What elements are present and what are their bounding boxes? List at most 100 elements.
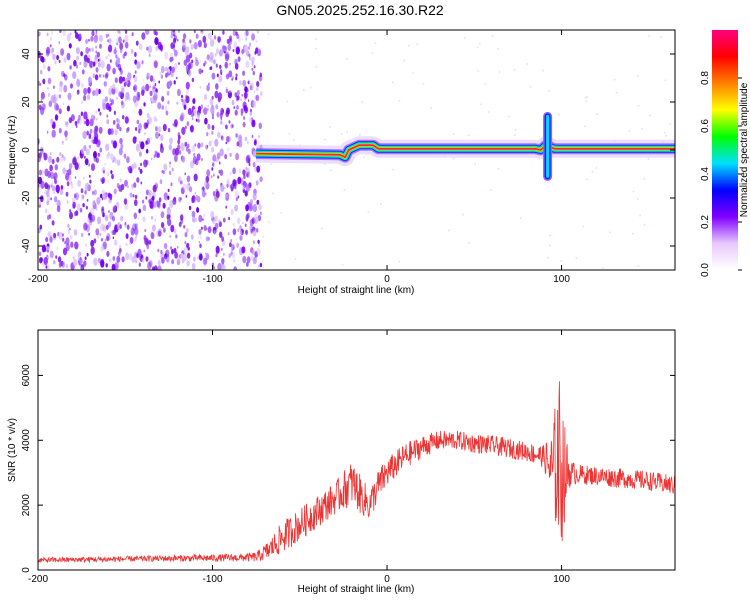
noise-speck: [231, 75, 234, 81]
noise-speck: [143, 249, 145, 253]
noise-speck: [218, 219, 221, 224]
top-y-axis-label: Frequency (Hz): [7, 116, 18, 185]
noise-speck: [84, 158, 89, 166]
noise-speck: [346, 130, 349, 133]
noise-speck: [203, 225, 207, 231]
noise-speck: [131, 228, 133, 232]
noise-speck: [170, 182, 173, 187]
noise-speck: [267, 221, 270, 224]
noise-speck: [157, 129, 160, 133]
noise-speck: [212, 116, 214, 120]
noise-speck: [85, 205, 88, 210]
noise-speck: [191, 145, 196, 153]
noise-speck: [168, 144, 172, 151]
noise-speck: [153, 92, 158, 101]
noise-speck: [133, 162, 136, 167]
noise-speck: [66, 169, 68, 173]
noise-speck: [169, 164, 171, 168]
top-y-tick-label: 40: [21, 48, 32, 60]
noise-speck: [226, 136, 230, 143]
noise-speck: [114, 77, 118, 84]
noise-speck: [215, 63, 218, 68]
noise-speck: [135, 143, 141, 152]
noise-speck: [186, 228, 189, 233]
noise-speck: [195, 56, 198, 62]
noise-speck: [154, 82, 157, 87]
noise-speck: [96, 51, 100, 58]
noise-speck: [548, 89, 550, 92]
noise-speck: [191, 59, 194, 64]
colorbar-tick-label: 0.8: [700, 71, 711, 85]
noise-speck: [99, 147, 103, 153]
top-y-tick-label: -40: [21, 238, 32, 253]
noise-speck: [177, 134, 181, 140]
noise-speck: [49, 236, 53, 243]
noise-speck: [45, 236, 49, 243]
noise-speck: [166, 207, 171, 215]
noise-speck: [204, 94, 208, 100]
noise-speck: [50, 184, 53, 188]
noise-speck: [664, 79, 667, 82]
noise-speck: [192, 98, 196, 104]
noise-speck: [340, 133, 343, 136]
noise-speck: [67, 229, 71, 234]
noise-speck: [124, 223, 127, 228]
noise-speck: [249, 85, 253, 91]
noise-speck: [529, 85, 532, 88]
noise-speck: [80, 100, 83, 105]
noise-speck: [259, 72, 262, 78]
noise-speck: [47, 92, 51, 98]
noise-speck: [134, 59, 138, 65]
noise-speck: [203, 42, 207, 49]
noise-speck: [256, 228, 259, 233]
noise-speck: [205, 192, 207, 196]
noise-speck: [203, 180, 207, 187]
noise-speck: [166, 71, 170, 77]
noise-speck: [62, 102, 65, 106]
noise-speck: [69, 211, 73, 220]
noise-speck: [48, 214, 52, 220]
noise-speck: [211, 130, 214, 135]
noise-speck: [204, 117, 208, 125]
noise-speck: [88, 163, 91, 167]
noise-speck: [185, 94, 188, 99]
noise-speck: [194, 191, 197, 195]
noise-speck: [99, 43, 102, 49]
noise-speck: [341, 263, 344, 266]
noise-speck: [158, 80, 160, 84]
noise-speck: [121, 87, 125, 93]
noise-speck: [498, 71, 501, 73]
noise-speck: [86, 198, 89, 202]
noise-speck: [115, 54, 118, 59]
noise-speck: [49, 44, 52, 48]
noise-speck: [191, 262, 196, 270]
noise-speck: [69, 65, 72, 70]
noise-speck: [145, 196, 148, 200]
noise-speck: [180, 214, 184, 221]
noise-speck: [250, 198, 253, 205]
noise-speck: [141, 257, 145, 264]
noise-speck: [220, 72, 223, 76]
noise-speck: [232, 228, 237, 236]
noise-speck: [142, 216, 146, 223]
noise-speck: [245, 60, 250, 68]
noise-speck: [189, 39, 192, 44]
noise-speck: [636, 75, 639, 77]
noise-speck: [224, 61, 229, 69]
noise-speck: [104, 238, 107, 242]
top-y-tick-label: -20: [21, 190, 32, 205]
noise-speck: [143, 159, 148, 168]
noise-speck: [252, 204, 257, 213]
noise-speck: [160, 249, 163, 255]
noise-speck: [46, 130, 49, 134]
noise-speck: [232, 48, 235, 53]
noise-speck: [224, 46, 227, 51]
noise-speck: [98, 88, 101, 95]
noise-speck: [476, 46, 479, 49]
noise-speck: [192, 117, 194, 121]
noise-speck: [226, 107, 230, 115]
noise-speck: [38, 169, 43, 176]
noise-speck: [186, 121, 190, 126]
noise-speck: [51, 30, 54, 35]
noise-speck: [184, 141, 188, 147]
